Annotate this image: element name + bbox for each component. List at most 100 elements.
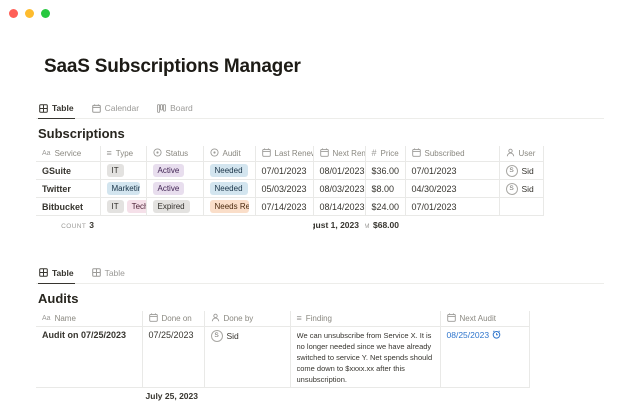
column-header-status[interactable]: Status [146,146,204,162]
column-header-service[interactable]: Aa Service [36,146,101,162]
service-cell[interactable]: GSuite [36,161,101,180]
column-header-next-renewal[interactable]: Next Renewal [313,146,366,162]
column-header-finding[interactable]: ≡ Finding [290,310,441,327]
done-by-cell[interactable]: S Sid [204,326,291,388]
column-header-next-audit[interactable]: Next Audit [440,310,530,327]
column-header-last-renewal[interactable]: Last Renewal [255,146,314,162]
done-on-cell[interactable]: 07/25/2023 [142,326,205,388]
page-title[interactable]: SaaS Subscriptions Manager [44,56,301,77]
type-cell[interactable]: ITTech [100,197,147,216]
price-cell[interactable]: $8.00 [365,179,406,198]
close-window-button[interactable] [9,9,18,18]
clock-icon [492,329,501,341]
audit-tag: Needs Review [209,200,249,213]
column-header-done-on[interactable]: Done on [142,310,205,327]
tab-table-active[interactable]: Table [38,266,75,284]
audit-row: Audit on 07/25/2023 07/25/2023 S Sid We c… [36,326,604,388]
minimize-window-button[interactable] [25,9,34,18]
audits-header-row: Aa Name Done on Done by ≡ Finding Next Aud… [36,310,604,327]
person-icon [211,313,220,324]
tab-table-secondary[interactable]: Table [91,266,126,283]
service-cell[interactable]: Twitter [36,179,101,198]
audit-tag: Needed [209,182,248,195]
name-cell[interactable]: Audit on 07/25/2023 [36,326,143,388]
status-tag: Active [152,182,185,195]
user-cell[interactable]: S Sid [499,161,544,180]
type-cell[interactable]: Marketing [100,179,147,198]
finding-text-line: switched to service Y. Net spends should [296,352,433,362]
tab-calendar[interactable]: Calendar [91,101,141,118]
audit-cell[interactable]: Needs Review [203,197,256,216]
tab-label: Table [52,267,74,278]
blank-column [529,311,604,327]
column-header-done-by[interactable]: Done by [204,310,291,327]
table-icon [91,268,101,277]
column-header-audit[interactable]: Audit [203,146,256,162]
subscriptions-view-tabs: Table Calendar Board [36,101,604,119]
last-renewal-cell[interactable]: 07/14/2023 [255,197,314,216]
column-header-price[interactable]: # Price [365,146,406,162]
audits-view-tabs: Table Table [36,266,604,284]
subscriptions-heading: Subscriptions [38,126,125,141]
blank-cell [543,198,604,216]
column-header-user[interactable]: User [499,146,544,162]
status-cell[interactable]: Expired [146,197,204,216]
calendar-icon [148,312,158,324]
tab-board[interactable]: Board [156,101,194,118]
earliest-calculation[interactable]: STAugust 1, 2023 [313,219,359,230]
subscribed-cell[interactable]: 07/01/2023 [405,161,500,180]
status-cell[interactable]: Active [146,161,204,180]
person-name: Sid [521,183,534,194]
tab-table[interactable]: Table [38,101,75,119]
column-header-name[interactable]: Aa Name [36,310,143,327]
type-tag: IT [106,200,124,213]
zoom-window-button[interactable] [41,9,50,18]
person-name: Sid [226,330,239,341]
count-calculation[interactable]: COUNT 3 [61,219,94,230]
person-name: Sid [521,165,534,176]
latest-calculation[interactable]: LATESTJuly 25, 2023 [142,390,198,401]
finding-cell[interactable]: We can unsubscribe from Service X. It is… [290,326,441,388]
tab-label: Table [52,103,74,113]
avatar: S [505,182,518,195]
user-cell[interactable] [499,197,544,216]
finding-text-line: no longer needed since we have already [296,341,432,351]
calendar-icon [411,148,421,159]
next-renewal-cell[interactable]: 08/01/2023 [313,161,366,180]
subscribed-cell[interactable]: 07/01/2023 [405,197,500,216]
page-content: SaaS Subscriptions Manager Table Calenda… [36,56,604,403]
finding-text-line: unsubscription. [296,374,347,384]
next-audit-cell[interactable]: 08/25/2023 [440,326,530,388]
table-icon [39,103,48,113]
blank-cell [543,180,604,198]
select-icon [209,148,219,159]
person-chip: S Sid [505,164,537,177]
multiselect-icon: ≡ [106,148,112,158]
audits-calculations-row: LATESTJuly 25, 2023 [36,387,604,403]
user-cell[interactable]: S Sid [499,179,544,198]
price-cell[interactable]: $36.00 [365,161,406,180]
column-header-type[interactable]: ≡ Type [100,146,147,162]
audit-cell[interactable]: Needed [203,161,256,180]
column-header-subscribed[interactable]: UserSubscribed [405,146,500,162]
sum-calculation[interactable]: SUM$68.00 [365,219,399,230]
person-chip: S Sid [505,182,537,195]
next-renewal-cell[interactable]: 08/03/2023 [313,179,366,198]
audit-cell[interactable]: Needed [203,179,256,198]
person-icon [506,148,515,159]
status-tag: Expired [152,200,190,213]
window-controls [9,9,50,18]
subscribed-cell[interactable]: 04/30/2023 [405,179,500,198]
price-cell[interactable]: $24.00 [365,197,406,216]
audits-heading: Audits [38,290,79,306]
last-renewal-cell[interactable]: 07/01/2023 [255,161,314,180]
service-cell[interactable]: Bitbucket [36,197,101,216]
type-cell[interactable]: IT [100,161,147,180]
text-icon: Aa [42,150,51,157]
status-cell[interactable]: Active [146,179,204,198]
text-lines-icon: ≡ [296,312,302,323]
next-renewal-cell[interactable]: 08/14/2023 [313,197,366,216]
finding-text-line: We can unsubscribe from Service X. It is [296,330,432,340]
last-renewal-cell[interactable]: 05/03/2023 [255,179,314,198]
